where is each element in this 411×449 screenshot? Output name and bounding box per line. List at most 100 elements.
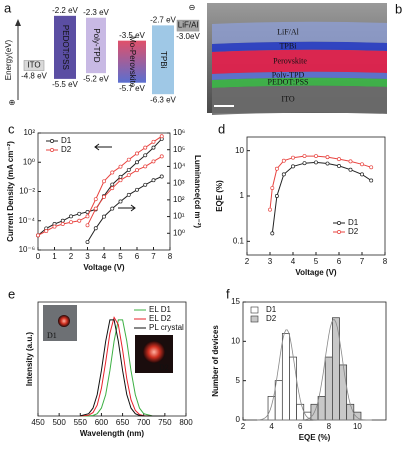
x-tick-label: 10 (353, 422, 362, 431)
data-point (270, 231, 275, 236)
data-point (52, 224, 57, 229)
layer-name: Perovskite (273, 56, 307, 65)
y-axis-label: Intensity (a.u.) (25, 332, 34, 387)
data-point (270, 186, 275, 190)
arrow (94, 143, 112, 151)
y2-tick-label: 10² (173, 195, 185, 204)
data-point (135, 151, 139, 156)
data-point (268, 207, 272, 212)
data-point (93, 206, 98, 211)
x-tick-label: 7 (360, 257, 365, 266)
data-point (110, 186, 115, 191)
data-point (302, 161, 307, 166)
y-tick-label: 0 (236, 415, 241, 424)
legend-label: D2 (266, 314, 277, 323)
layer (212, 49, 387, 74)
data-point (93, 226, 98, 231)
panel-label: a (4, 0, 12, 15)
inset-glow (58, 315, 70, 327)
layer-name: TPBi (280, 41, 298, 50)
data-point (102, 214, 106, 219)
y-axis-label: EQE (%) (215, 180, 224, 212)
data-point (151, 178, 156, 183)
series-line (37, 135, 163, 236)
data-point (348, 159, 353, 164)
x-tick-label: 550 (74, 418, 88, 427)
layer (212, 71, 387, 80)
layer (212, 77, 387, 88)
series-line (269, 155, 372, 210)
data-point (369, 165, 374, 170)
histogram-bar (317, 396, 326, 421)
data-point (85, 223, 90, 228)
x-axis-label: Wavelength (nm) (80, 429, 144, 438)
series-line (87, 155, 163, 226)
layer (212, 21, 387, 44)
data-point (126, 167, 131, 172)
x-tick-label: 700 (137, 418, 151, 427)
inset-label: D1 (47, 331, 57, 340)
data-point (337, 163, 341, 168)
legend-swatch (250, 315, 259, 323)
data-point (143, 182, 148, 187)
y-tick-label: 10 (235, 146, 244, 155)
inset-glow (143, 341, 165, 363)
inset-label: D2 (159, 363, 169, 372)
x-tick-label: 5 (314, 257, 319, 266)
arrow (118, 204, 136, 212)
x-tick-label: 4 (269, 422, 274, 431)
legend-marker (337, 230, 341, 234)
level-label: -2.7 eV (150, 15, 176, 24)
x-axis-label: EQE (%) (299, 433, 331, 442)
data-point (93, 197, 98, 202)
data-point (281, 158, 286, 163)
x-tick-label: 8 (168, 252, 173, 261)
x-tick-label: 2 (245, 257, 250, 266)
data-point (36, 233, 40, 238)
histogram-bar (274, 380, 283, 421)
y2-tick-label: 10³ (173, 178, 185, 187)
data-point (274, 194, 279, 198)
data-point (118, 178, 123, 183)
panel-label: c (8, 121, 15, 136)
x-tick-label: 5 (118, 252, 123, 261)
data-point (151, 159, 156, 164)
data-point (314, 160, 318, 165)
panel-label: e (8, 286, 15, 301)
x-tick-label: 650 (116, 418, 130, 427)
level-label: -6.3 eV (150, 95, 176, 104)
data-point (126, 173, 131, 178)
data-point (85, 240, 90, 244)
arrow-head (15, 19, 21, 26)
y2-tick-label: 10¹ (173, 212, 185, 221)
y-tick-label: 10 (231, 336, 240, 345)
x-tick-label: 6 (135, 252, 140, 261)
layer-name: Poly-TPD (272, 70, 305, 79)
x-tick-label: 7 (151, 252, 156, 261)
layer (212, 41, 387, 52)
layer-name: ITO (27, 61, 40, 70)
data-point (44, 229, 49, 233)
y-axis-label: Current Density (mA cm⁻²) (6, 141, 15, 242)
legend-swatch (250, 306, 259, 314)
axis-label: Energy(eV) (4, 39, 13, 80)
series-line (80, 316, 165, 417)
data-point (143, 164, 148, 169)
level-label: -2.3 eV (83, 8, 109, 17)
data-point (60, 218, 65, 223)
x-tick-label: 4 (291, 257, 296, 266)
data-point (118, 174, 123, 179)
data-point (325, 155, 330, 160)
fit-curve (257, 329, 372, 421)
data-point (102, 194, 106, 199)
x-tick-label: 450 (31, 418, 45, 427)
data-point (135, 168, 139, 173)
data-point (360, 162, 364, 167)
legend-label: D1 (348, 218, 359, 227)
x-tick-label: 0 (36, 252, 41, 261)
layer-name: PEDOT:PSS (268, 77, 309, 86)
y-tick-label: 10² (23, 128, 35, 137)
y-tick-label: 10⁻² (19, 187, 35, 196)
legend-label: D2 (348, 227, 359, 236)
data-point (135, 160, 139, 165)
